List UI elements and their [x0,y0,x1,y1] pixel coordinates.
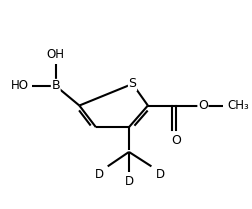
Text: S: S [129,77,137,90]
Text: OH: OH [47,48,65,61]
Text: D: D [155,168,165,181]
Text: O: O [198,99,208,112]
Text: D: D [124,175,134,188]
Text: D: D [95,168,104,181]
Text: CH₃: CH₃ [227,99,249,112]
Text: O: O [171,134,181,147]
Text: HO: HO [11,79,28,92]
Text: B: B [51,79,60,92]
